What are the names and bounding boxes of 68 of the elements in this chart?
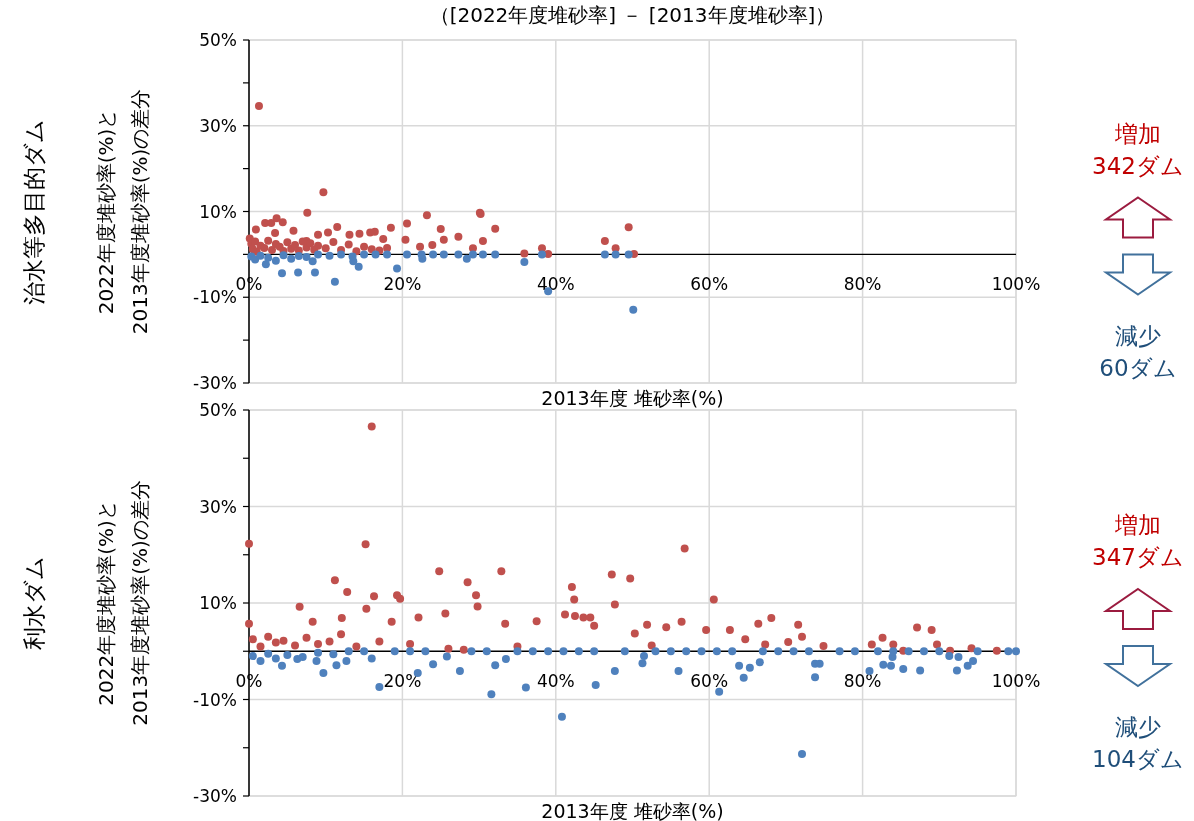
point — [417, 250, 426, 259]
text: 治水等多目的ダム — [21, 118, 47, 305]
text: 増加 347ダム — [1092, 512, 1184, 570]
point — [337, 250, 346, 259]
text: 減少 104ダム — [1092, 714, 1184, 772]
point — [624, 250, 633, 259]
y-tick-label: -10% — [193, 689, 237, 710]
point — [520, 258, 529, 267]
x-tick-label: 20% — [383, 274, 422, 295]
point — [264, 253, 273, 262]
point — [310, 268, 319, 277]
point — [256, 251, 265, 260]
point — [325, 251, 334, 260]
text: 増加 342ダム — [1092, 120, 1184, 179]
point — [478, 250, 487, 259]
point — [439, 250, 448, 259]
x-axis-title: 2013年度 堆砂率(%) — [541, 387, 724, 409]
y-tick-label: -30% — [193, 373, 237, 393]
x-tick-label: 100% — [991, 274, 1041, 295]
point — [429, 250, 438, 259]
x-tick-label: 40% — [536, 671, 575, 692]
point — [383, 250, 392, 259]
point — [302, 252, 311, 261]
y-axis-title: 2022年度堆砂率(%)と 2013年度堆砂率(%)の差分 — [94, 480, 152, 726]
point — [629, 305, 638, 314]
point — [308, 257, 317, 266]
text: 減少 60ダム — [1099, 322, 1177, 381]
x-tick-label: 40% — [536, 274, 575, 295]
point — [371, 250, 380, 259]
point — [491, 250, 500, 259]
text: 利水ダム — [21, 556, 47, 650]
point — [611, 250, 620, 259]
x-tick-label: 20% — [383, 671, 422, 692]
point — [279, 251, 288, 260]
point — [600, 250, 609, 259]
point — [348, 252, 357, 261]
y-tick-label: 30% — [199, 115, 237, 136]
point — [354, 262, 363, 271]
point — [537, 250, 546, 259]
x-tick-label: 80% — [843, 671, 882, 692]
y-tick-label: 30% — [199, 496, 237, 517]
point — [403, 250, 411, 259]
point — [294, 252, 303, 261]
y-tick-label: 10% — [199, 593, 237, 613]
point — [360, 250, 369, 259]
y-tick-label: -10% — [193, 287, 237, 308]
point — [462, 254, 471, 263]
point — [468, 250, 477, 259]
point — [454, 250, 463, 259]
y-tick-label: 10% — [199, 201, 237, 222]
x-tick-label: 80% — [843, 274, 882, 295]
x-axis-title: 2013年度 堆砂率(%) — [541, 800, 724, 821]
point — [330, 277, 339, 286]
x-tick-label: 60% — [690, 274, 729, 295]
x-tick-label: 60% — [690, 671, 729, 692]
point — [277, 269, 286, 278]
point — [287, 254, 296, 263]
chart-title: （[2022年度堆砂率] － [2013年度堆砂率]） — [429, 3, 836, 27]
point — [294, 268, 303, 277]
point — [393, 264, 402, 273]
point — [314, 250, 323, 259]
y-tick-label: 50% — [199, 30, 237, 50]
y-axis-title: 2022年度堆砂率(%)と 2013年度堆砂率(%)の差分 — [94, 88, 152, 335]
y-tick-label: -30% — [193, 786, 237, 806]
x-tick-label: 100% — [991, 671, 1041, 692]
y-tick-label: 50% — [199, 400, 237, 420]
point — [271, 256, 280, 265]
point — [251, 255, 260, 264]
